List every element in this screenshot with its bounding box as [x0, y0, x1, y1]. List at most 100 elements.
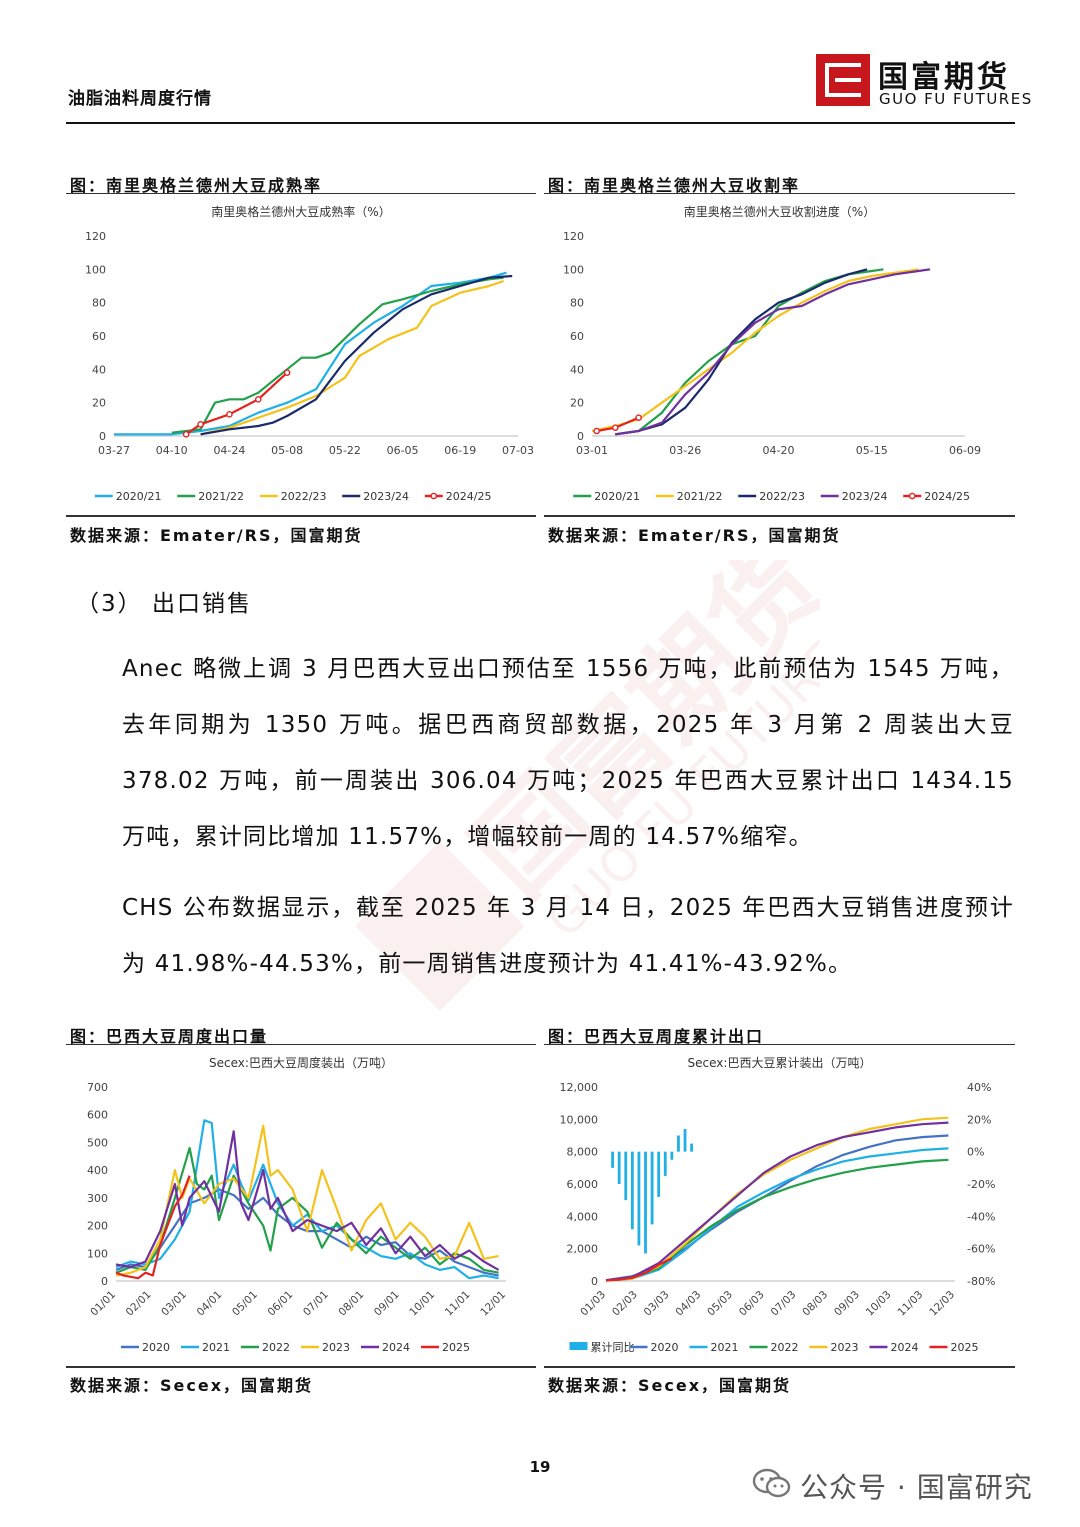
y2-tick-label: 0%: [967, 1146, 984, 1159]
company-logo: 国富期货 GUO FU FUTURES: [816, 54, 1031, 108]
wechat-account-name: 公众号 · 国富研究: [800, 1471, 1033, 1504]
paragraph-export: Anec 略微上调 3 月巴西大豆出口预估至 1556 万吨，此前预估为 154…: [68, 641, 1014, 865]
x-tick-label: 01/03: [578, 1289, 608, 1319]
header-divider: [66, 122, 1015, 124]
figure-1-source: 数据来源：Emater/RS，国富期货: [70, 526, 363, 545]
y-tick-label: 400: [87, 1164, 108, 1177]
y-tick-label: 0: [99, 430, 106, 443]
x-tick-label: 03/03: [642, 1289, 672, 1319]
x-tick-label: 03-01: [576, 444, 608, 457]
y-tick-label: 300: [87, 1192, 108, 1205]
y-tick-label: 20: [570, 397, 584, 410]
yoy-bar: [644, 1151, 647, 1254]
x-tick-label: 08/03: [800, 1289, 830, 1319]
legend-label: 2020: [142, 1341, 170, 1354]
y2-tick-label: -80%: [967, 1275, 995, 1288]
x-tick-label: 07/03: [769, 1289, 799, 1319]
chart-svg: 南里奥格兰德州大豆收割进度（%） 0 20 40 60 80 100 120 03-01 03-2…: [563, 204, 981, 503]
legend-label: 2022/23: [281, 490, 327, 503]
chart-harvest-rate: 南里奥格兰德州大豆收割进度（%） 0 20 40 60 80 100 120 03-01 03-2…: [544, 196, 1015, 514]
chart-title: 南里奥格兰德州大豆成熟率（%）: [211, 204, 390, 219]
figure-2-source: 数据来源：Emater/RS，国富期货: [548, 526, 841, 545]
y-tick-label: 100: [563, 263, 584, 276]
logo-english-name: GUO FU FUTURES: [879, 90, 1033, 108]
chart-svg: Secex:巴西大豆周度装出（万吨） 0 100 200 300 400 500 600 700…: [87, 1055, 508, 1354]
y-tick-label: 2,000: [567, 1243, 599, 1256]
y-tick-label: 10,000: [560, 1113, 599, 1126]
legend-swatch: [569, 1342, 588, 1350]
figure-2-title: 图：南里奥格兰德州大豆收割率: [548, 176, 801, 195]
y2-tick-label: 20%: [967, 1113, 991, 1126]
legend-label: 2024/25: [924, 490, 970, 503]
x-tick-label: 04/03: [673, 1289, 703, 1319]
yoy-bar: [650, 1151, 654, 1225]
x-tick-label: 11/03: [896, 1289, 926, 1319]
chart-title: Secex:巴西大豆周度装出（万吨）: [209, 1055, 393, 1070]
yoy-bar: [657, 1151, 661, 1197]
x-tick-label: 10/01: [407, 1289, 437, 1319]
chart-maturity-rate: 南里奥格兰德州大豆成熟率（%） 0 20 40 60 80 100 120 03-27 04-10…: [66, 196, 536, 514]
series-marker: [612, 424, 619, 431]
y-tick-label: 0: [101, 1275, 108, 1288]
figure-3-top-rule: [66, 1044, 536, 1045]
legend-label: 2024: [891, 1341, 919, 1354]
x-tick-label: 06-05: [387, 444, 419, 457]
y-tick-label: 40: [570, 363, 584, 376]
legend-label: 2020/21: [116, 490, 162, 503]
y2-tick-label: -60%: [967, 1243, 995, 1256]
y-tick-label: 40: [92, 363, 106, 376]
figure-3-bottom-rule: [66, 1366, 536, 1368]
legend-label: 2021: [202, 1341, 230, 1354]
x-tick-label: 04-10: [156, 444, 188, 457]
series-line-2023-24: [615, 268, 931, 436]
legend-label: 2024: [382, 1341, 410, 1354]
yoy-bar: [611, 1151, 614, 1168]
x-tick-label: 09/01: [372, 1289, 402, 1319]
figure-2-bottom-rule: [544, 515, 1015, 517]
x-tick-label: 02/03: [610, 1289, 640, 1319]
y-tick-label: 60: [92, 330, 106, 343]
yoy-bar: [670, 1151, 674, 1160]
y-tick-label: 120: [563, 230, 584, 243]
x-tick-label: 06-09: [949, 444, 981, 457]
chart-svg: Secex:巴西大豆累计装出（万吨） 0 2,000 4,000 6,000 8,000 1…: [560, 1056, 996, 1354]
y-tick-label: 100: [87, 1247, 108, 1260]
logo-mark-icon: [816, 54, 870, 106]
legend-label: 2024/25: [446, 490, 492, 503]
series-marker: [593, 427, 600, 435]
series-line-2022-23: [615, 268, 868, 436]
legend-label: 2022: [262, 1341, 290, 1354]
x-tick-label: 08/01: [336, 1289, 366, 1319]
legend-label: 2021/22: [198, 490, 244, 503]
y-tick-label: 0: [591, 1275, 598, 1288]
y-tick-label: 700: [87, 1081, 108, 1094]
legend-label: 累计同比: [591, 1341, 635, 1354]
legend-label: 2023/24: [363, 490, 409, 503]
y-tick-label: 200: [87, 1220, 108, 1233]
legend-marker: [908, 492, 916, 500]
figure-1-top-rule: [66, 193, 536, 194]
x-tick-label: 05/03: [705, 1289, 735, 1319]
yoy-bar: [683, 1129, 687, 1152]
y-tick-label: 80: [570, 297, 584, 310]
series-line-2023: [605, 1116, 949, 1282]
x-tick-label: 05-22: [329, 444, 361, 457]
series-line-2024: [605, 1121, 949, 1282]
yoy-bar: [637, 1151, 641, 1246]
x-tick-label: 05-08: [271, 444, 303, 457]
legend-label: 2020: [651, 1341, 679, 1354]
x-tick-label: 03-27: [98, 444, 130, 457]
series-marker: [635, 414, 642, 421]
x-tick-label: 09/03: [832, 1289, 862, 1319]
figure-4-source: 数据来源：Secex，国富期货: [548, 1376, 792, 1395]
paragraph-export-text: Anec 略微上调 3 月巴西大豆出口预估至 1556 万吨，此前预估为 154…: [122, 656, 1014, 850]
paragraph-sales: CHS 公布数据显示，截至 2025 年 3 月 14 日，2025 年巴西大豆…: [68, 880, 1014, 992]
x-tick-label: 01/01: [88, 1289, 118, 1319]
x-tick-label: 11/01: [443, 1289, 473, 1319]
series-line-2023-24: [200, 274, 513, 436]
x-tick-label: 04-20: [763, 444, 795, 457]
x-tick-label: 04/01: [195, 1289, 225, 1319]
y-tick-label: 0: [577, 430, 584, 443]
chart-title: 南里奥格兰德州大豆收割进度（%）: [684, 204, 875, 219]
yoy-bar: [690, 1143, 694, 1152]
